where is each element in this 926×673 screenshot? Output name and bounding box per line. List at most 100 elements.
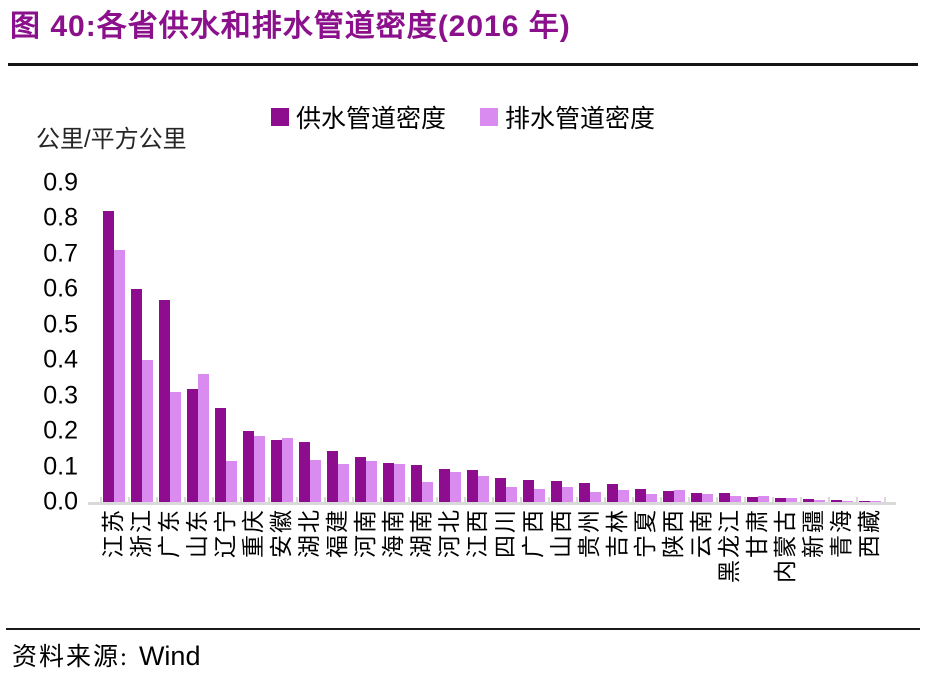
x-axis-label-text: 青海 [828, 508, 855, 558]
bar-group [800, 499, 828, 502]
bar-chart: 0.9 0.8 0.7 0.6 0.5 0.4 0.3 0.2 0.1 0.0 [0, 170, 926, 514]
bar-group [100, 211, 128, 502]
drainage-bar [534, 489, 545, 502]
y-axis-tick-label: 0.8 [43, 203, 78, 232]
x-axis-label-text: 宁夏 [632, 508, 659, 558]
y-axis-tick-label: 0.1 [43, 452, 78, 481]
drainage-bar [562, 487, 573, 502]
drainage-bar [366, 461, 377, 502]
supply-bar [299, 442, 310, 502]
x-axis-label: 江苏 [100, 508, 128, 558]
supply-bar [859, 501, 870, 502]
bar-group [184, 374, 212, 502]
x-axis-label: 广东 [156, 508, 184, 558]
y-axis-tick-label: 0.0 [43, 487, 78, 516]
x-axis-line [88, 502, 896, 505]
supply-bar [271, 440, 282, 502]
bar-group [464, 470, 492, 502]
bar-group [520, 480, 548, 502]
bar-group [828, 500, 856, 502]
x-axis-label: 四川 [492, 508, 520, 558]
bar-group [604, 484, 632, 502]
drainage-bar [786, 498, 797, 502]
bar-groups [100, 183, 884, 502]
x-axis-label: 云南 [688, 508, 716, 558]
y-axis-tick-label: 0.4 [43, 345, 78, 374]
y-axis-tick-label: 0.7 [43, 239, 78, 268]
bar-group [156, 300, 184, 502]
supply-bar [523, 480, 534, 502]
supply-bar [103, 211, 114, 502]
x-axis-label-text: 贵州 [576, 508, 603, 558]
supply-bar [187, 389, 198, 502]
bar-group [268, 438, 296, 502]
y-axis-tick-label: 0.3 [43, 381, 78, 410]
x-axis-label: 内蒙古 [772, 508, 800, 583]
drainage-bar [422, 482, 433, 502]
supply-bar [383, 463, 394, 502]
x-axis-label: 江西 [464, 508, 492, 558]
y-axis-unit-label: 公里/平方公里 [36, 126, 187, 153]
bar-group [240, 431, 268, 502]
drainage-bar [870, 501, 881, 502]
bar-group [380, 463, 408, 502]
drainage-bar [506, 487, 517, 502]
bar-group [436, 469, 464, 502]
x-axis-tick-marks [100, 497, 886, 505]
drainage-bar [198, 374, 209, 502]
x-axis-label: 山西 [548, 508, 576, 558]
bar-group [492, 478, 520, 502]
supply-bar [131, 289, 142, 502]
x-axis-label: 广西 [520, 508, 548, 558]
supply-bar [411, 465, 422, 502]
drainage-bar [338, 464, 349, 502]
x-axis-label: 宁夏 [632, 508, 660, 558]
x-axis-label-text: 吉林 [604, 508, 631, 558]
supply-bar [635, 489, 646, 502]
x-axis-label: 福建 [324, 508, 352, 558]
x-axis-label: 海南 [380, 508, 408, 558]
bar-group [576, 483, 604, 502]
supply-bar [159, 300, 170, 502]
drainage-bar [590, 492, 601, 502]
bar-group [716, 493, 744, 502]
drainage-bar [618, 490, 629, 502]
x-axis-label-text: 云南 [688, 508, 715, 558]
x-axis-label: 浙江 [128, 508, 156, 558]
x-axis-label: 青海 [828, 508, 856, 558]
drainage-bar [730, 496, 741, 502]
drainage-bar [394, 464, 405, 502]
x-axis-label: 辽宁 [212, 508, 240, 558]
x-axis-label-text: 四川 [492, 508, 519, 558]
legend-swatch-supply [270, 108, 289, 126]
supply-bar [607, 484, 618, 502]
bar-group [296, 442, 324, 502]
x-axis-label-text: 广西 [520, 508, 547, 558]
x-axis-label-text: 重庆 [240, 508, 267, 558]
x-axis-label: 河南 [352, 508, 380, 558]
x-axis-label: 安徽 [268, 508, 296, 558]
bar-group [408, 465, 436, 502]
supply-bar [775, 498, 786, 502]
drainage-bar [646, 494, 657, 502]
bar-group [548, 481, 576, 502]
x-axis-label-text: 山东 [184, 508, 211, 558]
title-divider [8, 63, 918, 66]
bar-group [772, 498, 800, 502]
bar-group [352, 457, 380, 502]
x-axis-label-text: 河北 [436, 508, 463, 558]
x-axis-labels: 江苏 浙江 广东 山东 辽宁 重庆 安徽 湖北 福建 河南 海南 湖南 河北 江西 四川 广西 山西 贵州 吉林 宁夏… [100, 508, 886, 618]
y-axis-tick-label: 0.9 [43, 168, 78, 197]
x-axis-label-text: 西藏 [856, 508, 883, 558]
bar-group [856, 501, 884, 502]
x-axis-label-text: 黑龙江 [716, 508, 743, 583]
x-axis-label-text: 河南 [352, 508, 379, 558]
bar-group [660, 490, 688, 502]
drainage-bar [114, 250, 125, 502]
supply-bar [467, 470, 478, 502]
x-axis-label-text: 内蒙古 [772, 508, 799, 583]
legend-label-supply: 供水管道密度 [295, 105, 446, 133]
x-axis-label-text: 陕西 [660, 508, 687, 558]
supply-bar [831, 500, 842, 502]
